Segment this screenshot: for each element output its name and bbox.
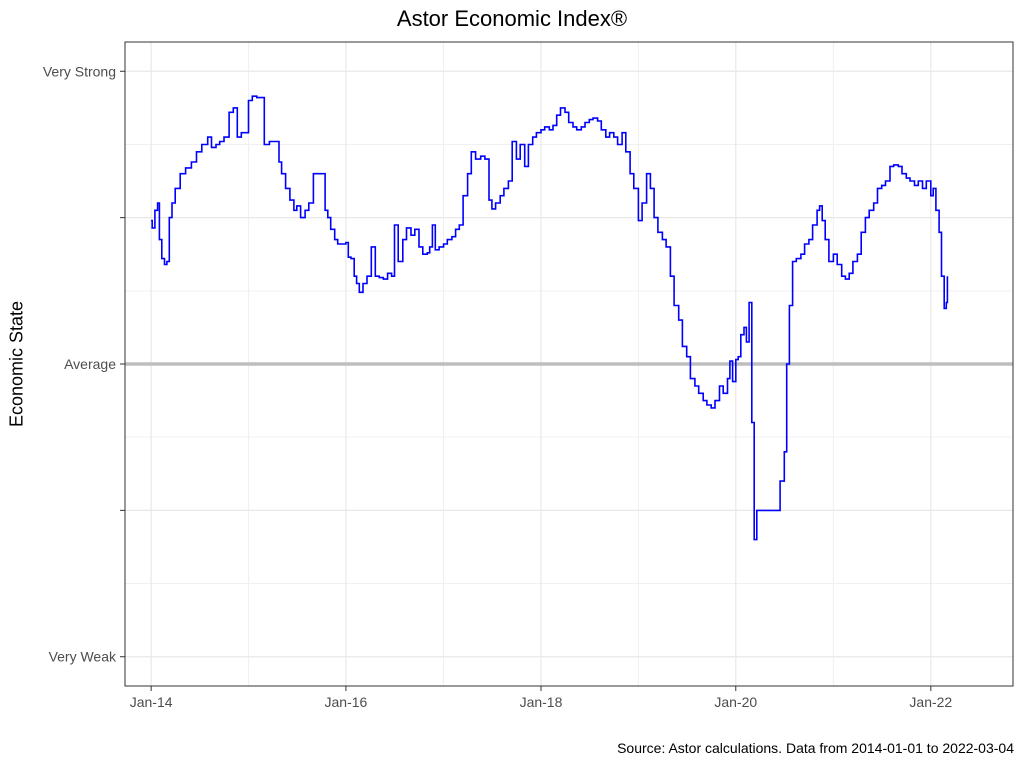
y-tick-label: Very Weak: [49, 649, 117, 665]
y-tick-label: Average: [64, 356, 116, 372]
x-tick-label: Jan-22: [909, 694, 952, 710]
chart-caption: Source: Astor calculations. Data from 20…: [617, 740, 1014, 756]
index-series-line: [151, 95, 949, 541]
x-tick-label: Jan-16: [325, 694, 368, 710]
x-tick-label: Jan-20: [714, 694, 757, 710]
chart-title: Astor Economic Index®: [396, 6, 628, 31]
series-group: [151, 95, 949, 541]
y-tick-label: Very Strong: [43, 63, 116, 79]
x-tick-label: Jan-18: [520, 694, 563, 710]
x-axis-ticks: Jan-14 Jan-16 Jan-18 Jan-20 Jan-22: [130, 686, 952, 710]
y-axis-ticks: Very Strong Average Very Weak: [43, 63, 125, 665]
x-tick-label: Jan-14: [130, 694, 173, 710]
